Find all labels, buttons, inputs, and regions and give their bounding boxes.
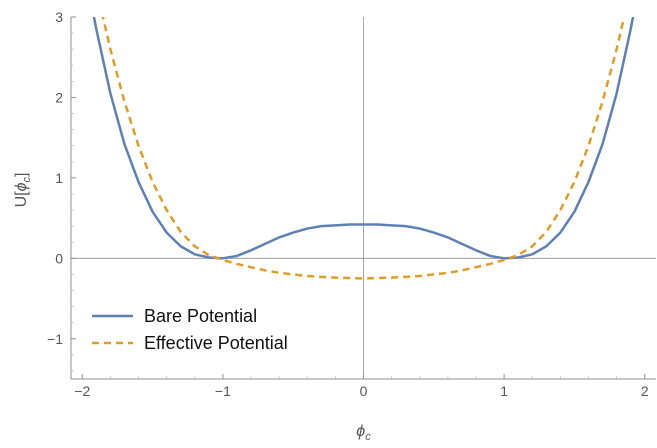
x-axis-label: ϕc bbox=[356, 423, 371, 443]
y-tick-label: 3 bbox=[55, 9, 63, 25]
x-tick-label: 2 bbox=[641, 383, 649, 399]
y-tick-label: 0 bbox=[55, 250, 63, 266]
x-axis-label-subscript: c bbox=[365, 431, 371, 443]
x-tick-label: 1 bbox=[500, 383, 508, 399]
bare-potential-line bbox=[92, 17, 635, 260]
y-axis-label-prefix: U[ bbox=[13, 191, 30, 208]
y-axis-label-subscript: c bbox=[21, 177, 33, 183]
y-tick-label: 2 bbox=[55, 89, 63, 105]
effective-potential-line bbox=[101, 17, 626, 280]
y-axis-label-symbol: ϕ bbox=[13, 182, 30, 191]
y-axis-label: U[ϕc] bbox=[13, 173, 33, 208]
y-tick-label: 1 bbox=[55, 170, 63, 186]
legend-label-effective-potential: Effective Potential bbox=[144, 333, 288, 353]
x-axis-label-symbol: ϕ bbox=[356, 423, 365, 440]
x-tick-label: −2 bbox=[74, 383, 90, 399]
x-tick-label: −1 bbox=[215, 383, 231, 399]
legend-label-bare-potential: Bare Potential bbox=[144, 306, 257, 326]
y-tick-label: −1 bbox=[47, 331, 63, 347]
x-tick-label: 0 bbox=[360, 383, 368, 399]
y-axis-label-suffix: ] bbox=[13, 173, 30, 177]
